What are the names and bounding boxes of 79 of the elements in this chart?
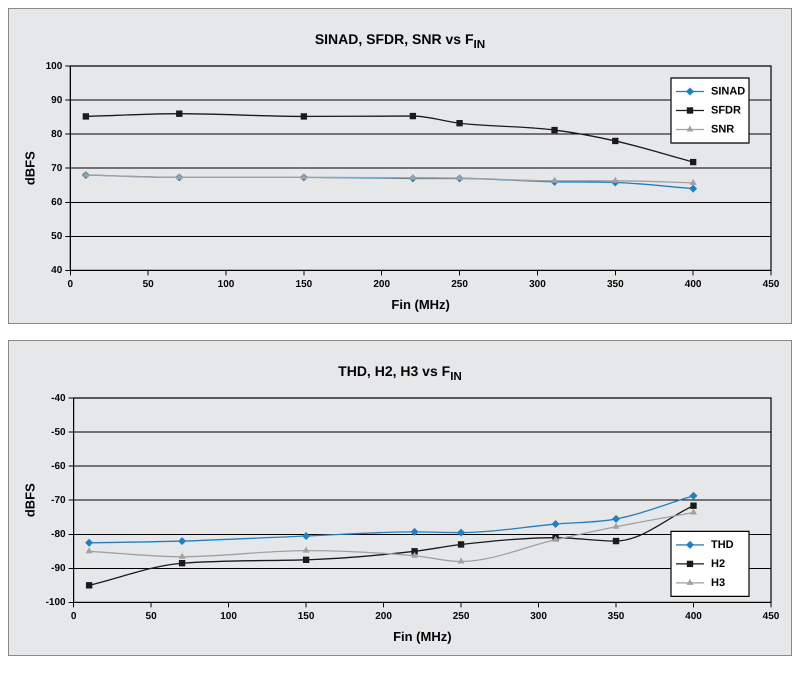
legend-label: SINAD (711, 85, 746, 98)
legend-label: H3 (711, 576, 726, 589)
point (178, 536, 186, 545)
x-tick-label: 150 (298, 610, 315, 622)
x-tick-label: 100 (218, 278, 235, 290)
y-tick-label: 60 (51, 196, 63, 208)
y-tick-label: 90 (51, 94, 63, 106)
x-tick-label: 200 (375, 610, 392, 622)
y-tick-label: -100 (46, 596, 66, 608)
point (612, 537, 620, 544)
point (411, 551, 418, 558)
point (302, 532, 310, 540)
y-tick-label: 70 (51, 162, 63, 174)
x-axis-title: Fin (MHz) (391, 296, 450, 312)
point (176, 110, 182, 117)
x-axis-title: Fin (MHz) (393, 628, 452, 644)
point (300, 113, 308, 120)
x-tick-label: 250 (452, 610, 470, 622)
x-tick-label: 350 (608, 610, 625, 622)
y-tick-label: -40 (51, 392, 66, 404)
point (690, 508, 697, 514)
y-tick-label: -90 (51, 562, 66, 574)
point (82, 113, 90, 120)
point (690, 158, 696, 166)
legend-label: H2 (711, 558, 726, 570)
x-tick-label: 300 (529, 278, 546, 290)
x-tick-label: 50 (146, 610, 158, 622)
y-tick-label: 80 (51, 128, 63, 140)
x-tick-label: 250 (451, 278, 468, 290)
point (410, 527, 419, 536)
x-tick-label: 0 (70, 610, 77, 622)
y-tick-label: -50 (51, 426, 66, 438)
point (690, 178, 697, 185)
chart-title: SINAD, SFDR, SNR vs F$_{IN}$ (314, 31, 486, 51)
point (178, 552, 186, 558)
x-tick-label: 450 (762, 610, 780, 622)
point (302, 556, 310, 563)
x-tick-label: 200 (373, 278, 390, 290)
x-tick-label: 150 (296, 278, 313, 290)
point (178, 560, 186, 566)
point (612, 138, 618, 144)
x-tick-label: 400 (684, 278, 702, 290)
point (690, 491, 698, 500)
point (85, 538, 94, 546)
point (551, 176, 558, 183)
y-tick-label: 50 (51, 230, 63, 242)
point (457, 528, 466, 536)
legend-label: THD (711, 538, 734, 551)
point (302, 546, 310, 552)
y-axis-title: dBFS (22, 150, 38, 185)
point (612, 514, 620, 523)
x-tick-label: 450 (762, 278, 780, 290)
y-tick-label: -60 (51, 460, 66, 472)
x-tick-label: 50 (142, 278, 154, 290)
x-tick-label: 350 (606, 278, 624, 290)
y-tick-label: 40 (51, 264, 63, 276)
y-tick-label: -70 (51, 494, 66, 506)
x-tick-label: 400 (685, 610, 702, 622)
point (409, 174, 416, 180)
x-tick-label: 300 (530, 610, 548, 622)
y-axis-title: dBFS (22, 482, 38, 517)
point (689, 184, 698, 192)
point (458, 557, 465, 564)
legend-label: SNR (711, 123, 734, 136)
chart-title: THD, H2, H3 vs F$_{IN}$ (337, 362, 463, 383)
y-tick-label: -80 (51, 528, 66, 540)
point (612, 176, 619, 183)
point (456, 120, 463, 126)
point (612, 522, 620, 528)
point (410, 112, 416, 120)
y-tick-label: 100 (46, 60, 63, 72)
point (86, 582, 92, 588)
point (86, 546, 93, 553)
point (552, 520, 560, 528)
point (690, 502, 697, 508)
point (456, 174, 464, 180)
x-tick-label: 100 (220, 610, 238, 622)
legend-label: SFDR (711, 104, 741, 116)
x-tick-label: 0 (68, 278, 74, 290)
